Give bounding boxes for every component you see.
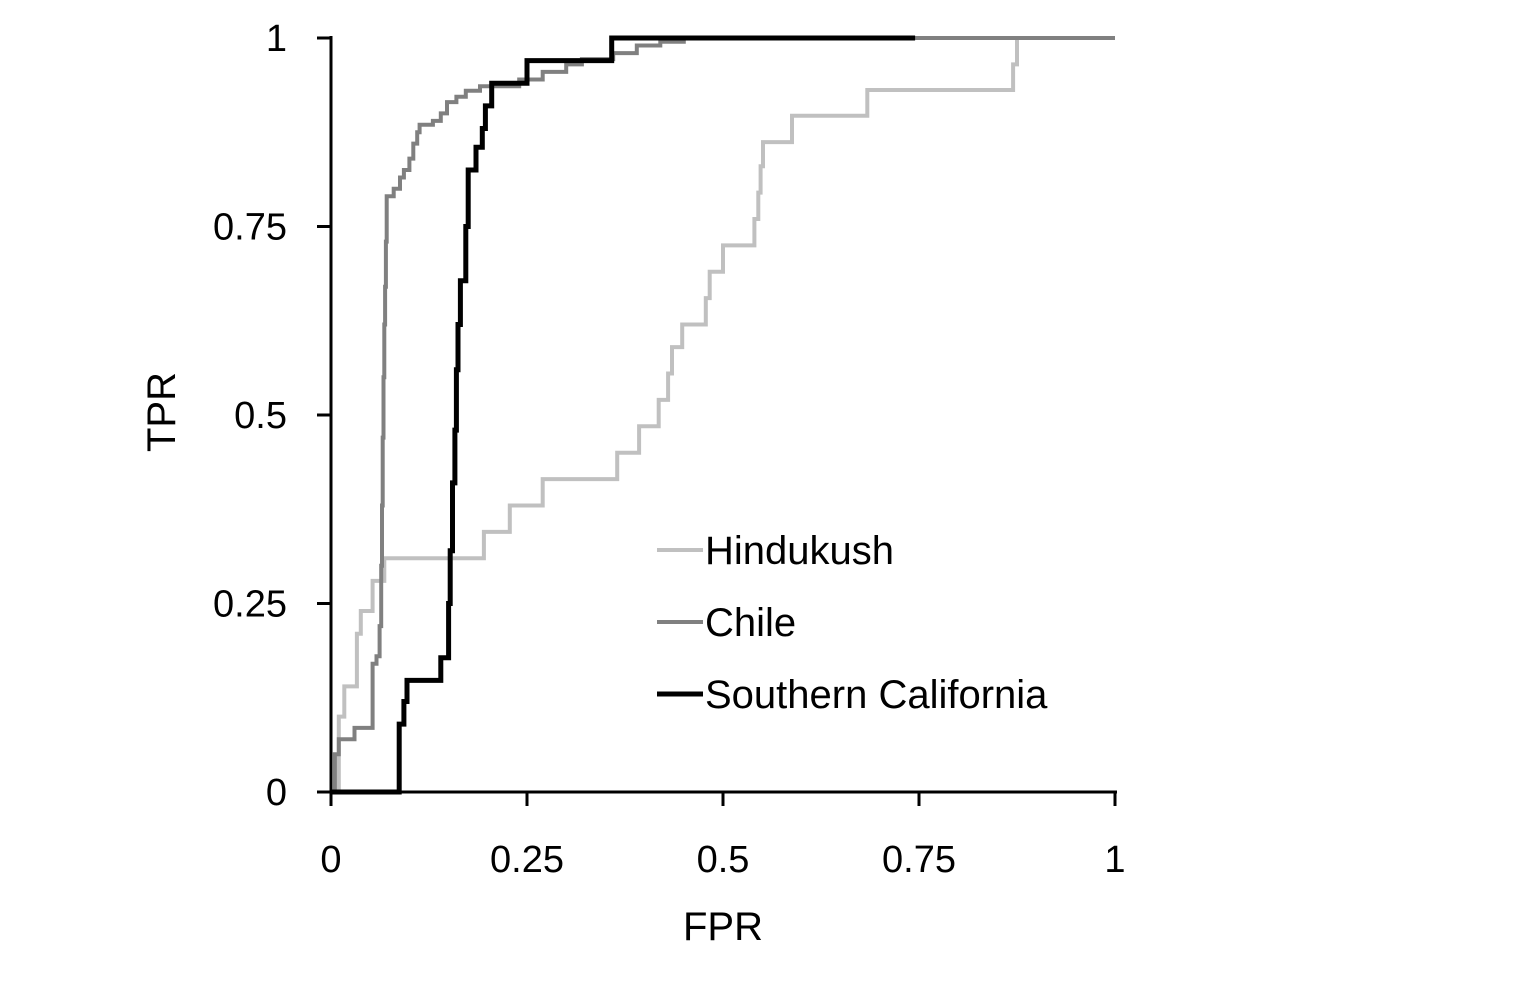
x-ticks: 0 0.25 0.5 0.75 1	[320, 792, 1126, 881]
x-tick-label: 0.5	[697, 839, 750, 881]
series-line-chile	[331, 36, 1115, 794]
series-line-southern-california	[331, 35, 916, 795]
x-tick-label: 1	[1104, 839, 1125, 881]
series-line-hindukush	[331, 36, 1115, 794]
x-tick-label: 0.25	[490, 839, 564, 881]
y-tick-label: 0.75	[213, 207, 287, 249]
y-axis-title: TPR	[140, 372, 184, 452]
legend: Hindukush Chile Southern California	[657, 529, 1048, 717]
y-tick-label: 0	[266, 772, 287, 814]
legend-label-chile: Chile	[705, 601, 796, 645]
series-layer	[331, 35, 1115, 795]
y-tick-label: 0.25	[213, 584, 287, 626]
x-axis-title: FPR	[683, 905, 763, 949]
legend-label-hindukush: Hindukush	[705, 529, 894, 573]
x-tick-label: 0	[320, 839, 341, 881]
y-tick-label: 0.5	[234, 395, 287, 437]
y-ticks: 0 0.25 0.5 0.75 1	[213, 18, 331, 814]
legend-label-southern-california: Southern California	[705, 673, 1048, 717]
x-tick-label: 0.75	[882, 839, 956, 881]
y-tick-label: 1	[266, 18, 287, 60]
